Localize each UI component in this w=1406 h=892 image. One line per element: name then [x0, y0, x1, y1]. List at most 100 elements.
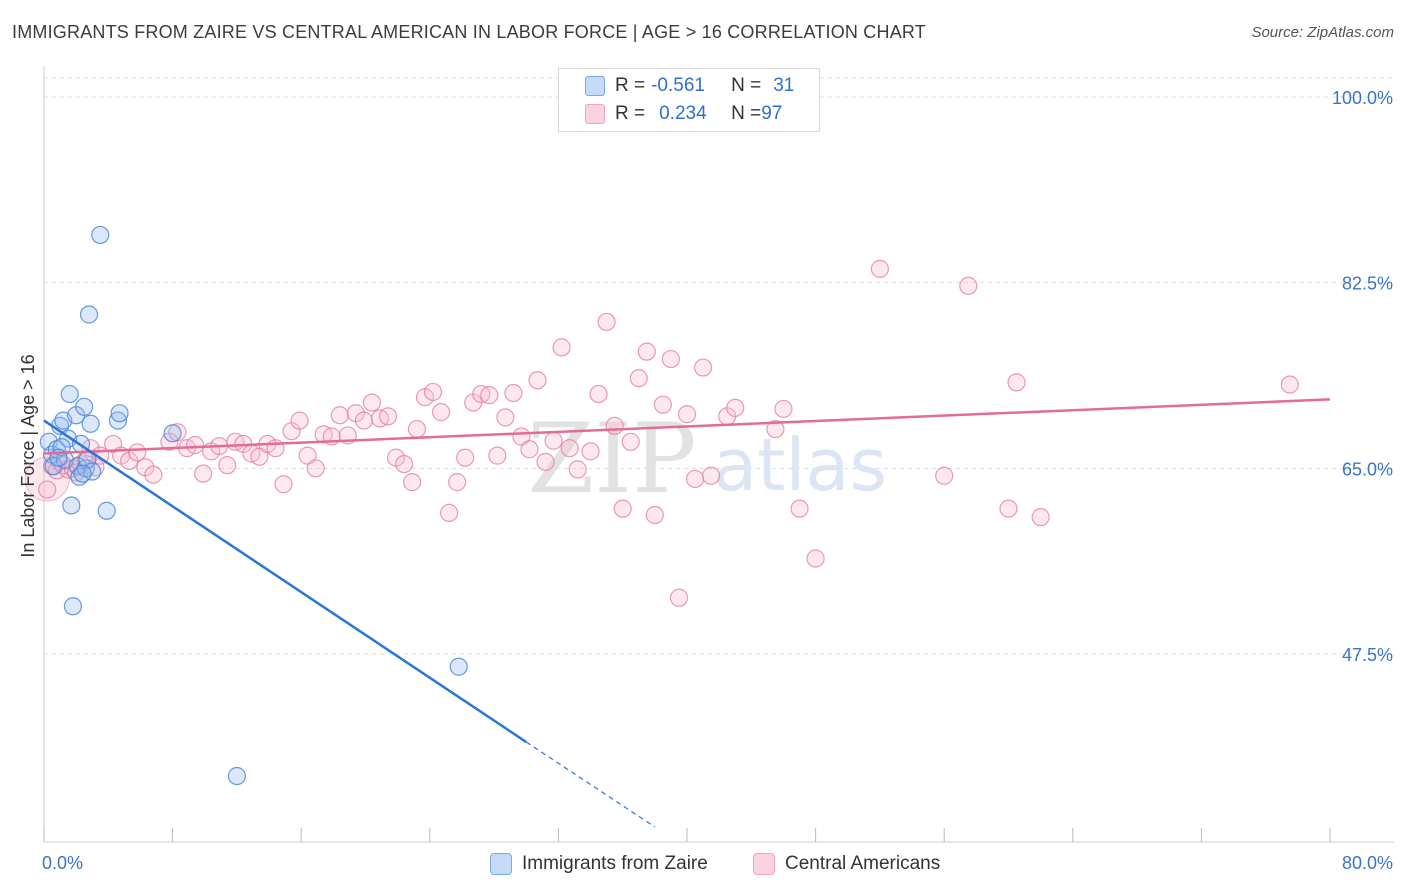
- data-point: [330, 406, 349, 425]
- data-point: [194, 464, 213, 483]
- data-point: [637, 342, 656, 361]
- data-point: [423, 382, 443, 402]
- data-point: [38, 480, 57, 499]
- y-axis-label: In Labor Force | Age > 16: [18, 354, 38, 557]
- data-point: [552, 338, 571, 357]
- tick-labels: 47.5% 65.0% 82.5% 100.0% 0.0% 80.0%: [42, 88, 1393, 873]
- y-tick-label: 100.0%: [1332, 88, 1393, 108]
- data-point: [702, 466, 721, 485]
- data-point: [560, 439, 579, 458]
- data-point: [108, 411, 128, 430]
- watermark-zip: ZIP: [527, 403, 696, 515]
- data-point: [186, 435, 205, 455]
- data-point: [544, 431, 563, 450]
- grid-lines: [44, 77, 1394, 655]
- data-point: [394, 454, 414, 474]
- data-point: [266, 439, 285, 458]
- legend-r-label: R =: [615, 75, 646, 96]
- y-tick-label: 82.5%: [1342, 274, 1393, 294]
- data-point: [290, 411, 309, 430]
- data-point: [568, 460, 587, 479]
- data-point: [480, 386, 499, 405]
- data-point: [60, 384, 79, 404]
- legend-swatch-zaire: [585, 76, 605, 96]
- data-point: [774, 399, 793, 419]
- data-point: [621, 432, 640, 451]
- source-label: Source: ZipAtlas.com: [1251, 24, 1394, 41]
- data-point: [488, 446, 507, 465]
- bottom-legend-zaire: Immigrants from Zaire: [490, 851, 708, 877]
- data-point: [504, 383, 523, 403]
- legend-r-value: -0.561: [651, 75, 705, 96]
- data-point: [97, 501, 116, 520]
- data-point: [163, 424, 182, 443]
- data-point: [354, 411, 373, 430]
- y-tick-label: 65.0%: [1342, 459, 1393, 479]
- data-point: [73, 464, 92, 483]
- data-point: [693, 358, 713, 377]
- y-tick-label: 47.5%: [1342, 645, 1393, 665]
- data-point: [378, 407, 398, 426]
- data-point: [669, 588, 689, 607]
- data-point: [685, 469, 705, 489]
- data-point: [999, 499, 1018, 518]
- data-point: [496, 408, 515, 427]
- data-point: [62, 496, 81, 515]
- data-point: [597, 312, 616, 332]
- data-point: [63, 597, 83, 616]
- trend-line-zaire: [43, 419, 527, 744]
- series-immigrants-from-zaire: [39, 225, 468, 786]
- data-point: [403, 473, 422, 492]
- data-point: [605, 416, 624, 435]
- legend-swatch-central-americans: [585, 104, 605, 124]
- legend-row-zaire: R = -0.561 N = 31: [585, 73, 794, 99]
- legend-n-value: 97: [761, 103, 783, 124]
- data-point: [520, 440, 539, 459]
- data-point: [870, 259, 890, 278]
- data-point: [528, 371, 547, 390]
- data-point: [1280, 375, 1299, 394]
- data-point: [790, 499, 809, 518]
- data-point: [144, 465, 163, 484]
- data-point: [959, 276, 978, 295]
- data-point: [581, 442, 600, 461]
- data-point: [439, 503, 459, 522]
- data-point: [589, 384, 608, 404]
- x-tick-label: 80.0%: [1342, 853, 1393, 873]
- data-point: [227, 766, 246, 786]
- data-point: [79, 305, 99, 324]
- data-point: [1007, 373, 1026, 392]
- legend-r-value: 0.234: [659, 103, 707, 124]
- correlation-legend: R = -0.561 N = 31 R = 0.234 N = 97: [558, 68, 820, 132]
- legend-n-label: N =: [731, 75, 762, 96]
- data-point: [274, 475, 293, 494]
- data-point: [81, 414, 100, 433]
- legend-n-label: N =: [731, 103, 762, 124]
- chart-title: IMMIGRANTS FROM ZAIRE VS CENTRAL AMERICA…: [12, 22, 926, 42]
- data-point: [536, 452, 555, 472]
- data-point: [645, 505, 664, 525]
- trend-line-zaire-extension: [525, 741, 656, 828]
- data-point: [306, 459, 325, 478]
- data-point: [661, 349, 681, 369]
- data-point: [128, 443, 147, 462]
- data-point: [431, 403, 451, 422]
- data-point: [766, 419, 785, 439]
- data-point: [806, 549, 825, 568]
- bottom-legend-swatch-zaire: [490, 853, 512, 875]
- legend-r-label: R =: [615, 103, 646, 124]
- watermark-atlas: atlas: [713, 423, 887, 507]
- data-point: [110, 404, 129, 423]
- bottom-legend-central-americans: Central Americans: [753, 851, 940, 877]
- data-point: [362, 393, 382, 412]
- data-point: [407, 419, 427, 439]
- data-point: [653, 395, 672, 414]
- data-point: [1031, 508, 1050, 527]
- data-point: [456, 448, 475, 467]
- data-point: [75, 397, 94, 416]
- x-tick-label: 0.0%: [42, 853, 83, 873]
- data-point: [726, 398, 745, 417]
- legend-row-central-americans: R = 0.234 N = 97: [585, 101, 782, 127]
- bottom-legend-label-central-americans: Central Americans: [785, 853, 941, 874]
